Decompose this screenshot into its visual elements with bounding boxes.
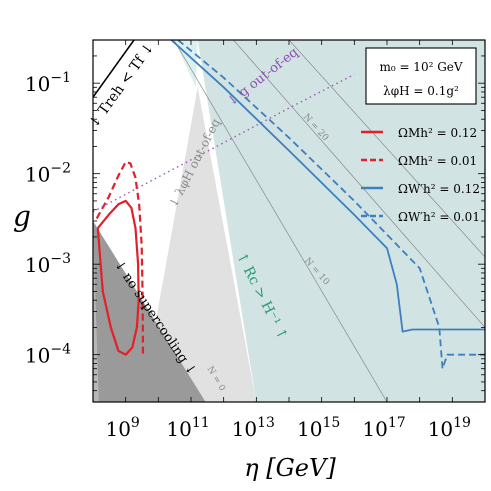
y-axis-label: g (13, 200, 31, 233)
series-w-h-0-12 (170, 40, 485, 333)
parameter-box (365, 47, 477, 105)
reference-lines (93, 40, 485, 402)
y-tick-label: 10−3 (25, 251, 71, 277)
parameter-line-1: m₀ = 10² GeV (379, 60, 462, 74)
x-axis-label: η [GeV] (244, 454, 336, 482)
series-lines (93, 40, 485, 370)
legend-label: ΩW′h² = 0.12 (398, 182, 480, 196)
legend-label: ΩMh² = 0.01 (398, 154, 477, 168)
y-tick-label: 10−1 (25, 70, 71, 96)
ref-line-n-10 (233, 40, 485, 328)
region-no-supercooling (93, 221, 206, 402)
series-w-h-0-01 (177, 40, 485, 370)
ref-line-n-20 (288, 40, 485, 258)
legend-label: ΩMh² = 0.12 (398, 126, 477, 140)
ref-line-treh-tf (93, 40, 135, 98)
region-upper-strip (173, 40, 198, 88)
series-mh-0-01 (95, 160, 145, 355)
parameter-line-2: λφH = 0.1g² (383, 84, 459, 98)
series-mh-0-12 (96, 199, 140, 356)
series-g-out-of-eq (93, 73, 355, 213)
region-h-out-of-eq (141, 87, 257, 402)
ref-line-n-0 (173, 40, 388, 402)
legend-label: ΩW′h² = 0.01 (398, 210, 480, 224)
legend: m₀ = 10² GeV λφH = 0.1g² ΩMh² = 0.12 ΩMh² =… (361, 47, 480, 224)
